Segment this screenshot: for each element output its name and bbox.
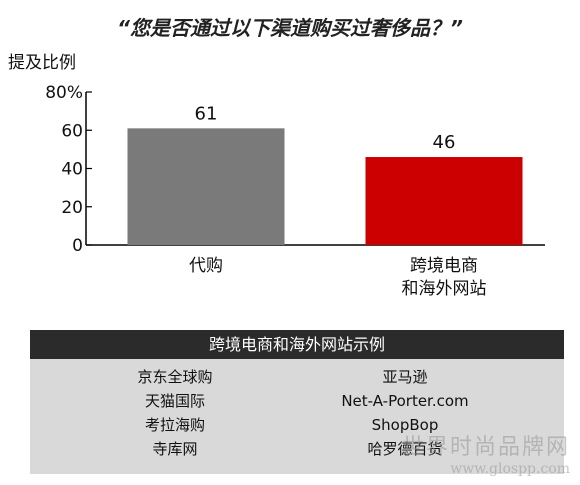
watermark-url: www.glospp.com [450, 461, 570, 477]
example-item: 寺库网 [152, 440, 198, 458]
example-item: 京东全球购 [137, 368, 213, 386]
watermark-text: 世界时尚品牌网 [401, 435, 570, 460]
watermark: 世界时尚品牌网 www.glospp.com [402, 429, 570, 477]
data-label: 61 [195, 103, 218, 124]
y-tick-label: 40 [61, 160, 83, 180]
category-label: 代购 [189, 256, 223, 276]
y-tick-label: 20 [61, 198, 83, 218]
example-item: 亚马逊 [382, 368, 428, 386]
chart-title: “您是否通过以下渠道购买过奢侈品？” [117, 16, 463, 40]
example-item: 考拉海购 [144, 416, 205, 434]
bar-chart: 0 20 40 60 80% 61 代购 46 跨境电商和海外网站 [45, 83, 545, 299]
data-label: 46 [433, 132, 456, 153]
examples-panel-header: 跨境电商和海外网站示例 [30, 330, 564, 359]
bar [127, 128, 285, 245]
category-label: 跨境电商 [410, 256, 478, 276]
example-item: Net-A-Porter.com [341, 392, 469, 410]
example-item: 天猫国际 [144, 392, 205, 410]
examples-panel-body: 京东全球购 天猫国际 考拉海购 寺库网 亚马逊 Net-A-Porter.com… [30, 359, 564, 474]
example-item: ShopBop [371, 416, 439, 434]
y-tick-label: 0 [72, 236, 83, 256]
category-label: 和海外网站 [402, 279, 487, 299]
examples-panel: 跨境电商和海外网站示例 京东全球购 天猫国际 考拉海购 寺库网 亚马逊 Net-… [30, 330, 564, 474]
examples-right-column: 亚马逊 Net-A-Porter.com ShopBop 哈罗德百货 [305, 365, 505, 461]
bar [365, 157, 523, 245]
y-tick-label: 60 [61, 121, 83, 141]
examples-left-column: 京东全球购 天猫国际 考拉海购 寺库网 [75, 365, 275, 461]
y-tick-label: 80% [45, 83, 83, 103]
y-axis-label: 提及比例 [8, 53, 76, 73]
example-item: 哈罗德百货 [367, 440, 443, 458]
